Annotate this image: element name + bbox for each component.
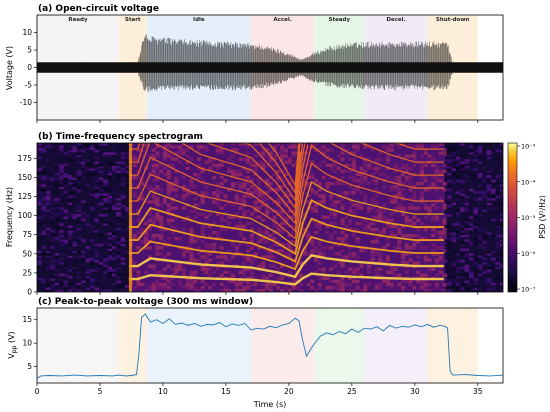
- a-ytick-label-0: -10: [20, 98, 32, 107]
- spectrogram-harmonics: [128, 143, 444, 292]
- vpp-series: [37, 313, 503, 379]
- cb-tick-label-0: 10⁻³: [521, 143, 536, 151]
- cb-tick-label-1: 10⁻⁴: [521, 178, 536, 186]
- c-phase-band-3: [251, 308, 315, 383]
- c-phase-band-6: [427, 308, 478, 383]
- phase-label-1: Start: [125, 17, 141, 23]
- phase-label-6: Shut-down: [436, 17, 470, 23]
- voltage-core: [37, 62, 503, 73]
- c-phase-band-1: [118, 308, 147, 383]
- b-ytick-label-2: 50: [22, 249, 32, 258]
- harmonic-13: [258, 143, 301, 195]
- panel-b-y-ticks: 0 25 50 75 100 125 150 175: [18, 154, 37, 297]
- c-xtick-label-0: 0: [35, 387, 40, 396]
- panel-c-vpp-line: [37, 313, 503, 379]
- colorbar-label: PSD (V²/Hz): [538, 195, 547, 239]
- harmonic-14: [267, 143, 300, 188]
- c-ytick-label-1: 10: [22, 339, 32, 348]
- c-xtick-label-4: 20: [284, 387, 294, 396]
- c-xtick-label-2: 10: [158, 387, 168, 396]
- panel-c-title: (c) Peak-to-peak voltage (300 ms window): [38, 297, 253, 307]
- panel-c: (c) Peak-to-peak voltage (300 ms window)…: [7, 297, 504, 409]
- panel-c-phase-bands: [37, 308, 478, 383]
- panel-c-y-label: Vpp (V): [7, 331, 18, 358]
- b-ytick-label-5: 125: [18, 192, 33, 201]
- harmonic-8: [128, 144, 444, 233]
- colorbar: [507, 142, 518, 293]
- panel-a-phase-labels: Ready Start Idle Accel. Steady Decel. Shut-dow…: [68, 17, 469, 23]
- b-ytick-label-7: 175: [18, 154, 33, 163]
- panel-c-y-ticks: 5 10 15: [22, 315, 37, 371]
- panel-c-x-ticks: 0 5 10 15 20 25 30 35: [35, 383, 483, 396]
- panel-a: (a) Open-circuit voltage Ready Start Idle A…: [5, 4, 504, 123]
- panel-a-y-ticks: -10 -5 0 5 10: [20, 28, 37, 107]
- phase-label-5: Decel.: [386, 17, 405, 23]
- harmonic-3: [128, 235, 444, 271]
- harmonic-2: [128, 254, 444, 279]
- c-phase-band-5: [364, 308, 428, 383]
- b-ytick-label-4: 100: [18, 211, 33, 220]
- c-phase-band-2: [146, 308, 252, 383]
- harmonic-5: [128, 199, 444, 256]
- b-ytick-label-1: 25: [22, 268, 32, 277]
- harmonic-9: [128, 143, 444, 225]
- harmonic-4: [128, 217, 444, 263]
- panel-b: (b) Time-frequency spectrogram 0 25 50 75 10…: [5, 132, 547, 297]
- a-ytick-label-1: -5: [25, 81, 33, 90]
- b-ytick-label-3: 75: [22, 230, 32, 239]
- b-ytick-label-0: 0: [27, 288, 32, 297]
- onset-streak: [128, 143, 132, 292]
- phase-label-3: Accel.: [273, 17, 291, 23]
- panel-a-voltage-signal: [37, 34, 503, 92]
- c-xtick-label-1: 5: [98, 387, 103, 396]
- c-ytick-label-0: 5: [27, 362, 32, 371]
- b-ytick-label-6: 150: [18, 173, 33, 182]
- panel-b-frame: [36, 142, 504, 293]
- harmonic-7: [128, 162, 444, 240]
- a-ytick-label-2: 0: [27, 63, 32, 72]
- harmonic-6: [128, 180, 444, 248]
- cb-tick-label-4: 10⁻⁷: [521, 286, 536, 294]
- c-xtick-label-3: 15: [221, 387, 231, 396]
- panel-c-frame: [36, 307, 504, 384]
- panel-c-x-label: Time (s): [253, 400, 287, 409]
- c-phase-band-4: [314, 308, 365, 383]
- c-xtick-label-6: 30: [410, 387, 420, 396]
- panel-a-title: (a) Open-circuit voltage: [38, 4, 159, 14]
- cb-tick-label-3: 10⁻⁶: [521, 250, 536, 258]
- c-ytick-label-2: 15: [22, 315, 32, 324]
- phase-label-0: Ready: [68, 17, 88, 23]
- panel-b-x-ticks: [36, 292, 479, 295]
- a-ytick-label-4: 10: [22, 28, 32, 37]
- a-ytick-label-3: 5: [27, 46, 32, 55]
- c-xtick-label-5: 25: [347, 387, 357, 396]
- panel-a-x-ticks: [36, 120, 479, 123]
- cb-tick-label-2: 10⁻⁵: [521, 214, 536, 222]
- c-phase-band-0: [37, 308, 119, 383]
- harmonic-1: [128, 272, 444, 286]
- panel-b-y-label: Frequency (Hz): [5, 187, 14, 247]
- colorbar-ticks: 10⁻³ 10⁻⁴ 10⁻⁵ 10⁻⁶ 10⁻⁷: [517, 143, 536, 294]
- panel-b-title: (b) Time-frequency spectrogram: [38, 132, 203, 142]
- phase-label-2: Idle: [193, 17, 205, 23]
- panel-a-y-label: Voltage (V): [5, 46, 14, 90]
- c-xtick-label-7: 35: [473, 387, 483, 396]
- phase-label-4: Steady: [328, 17, 350, 23]
